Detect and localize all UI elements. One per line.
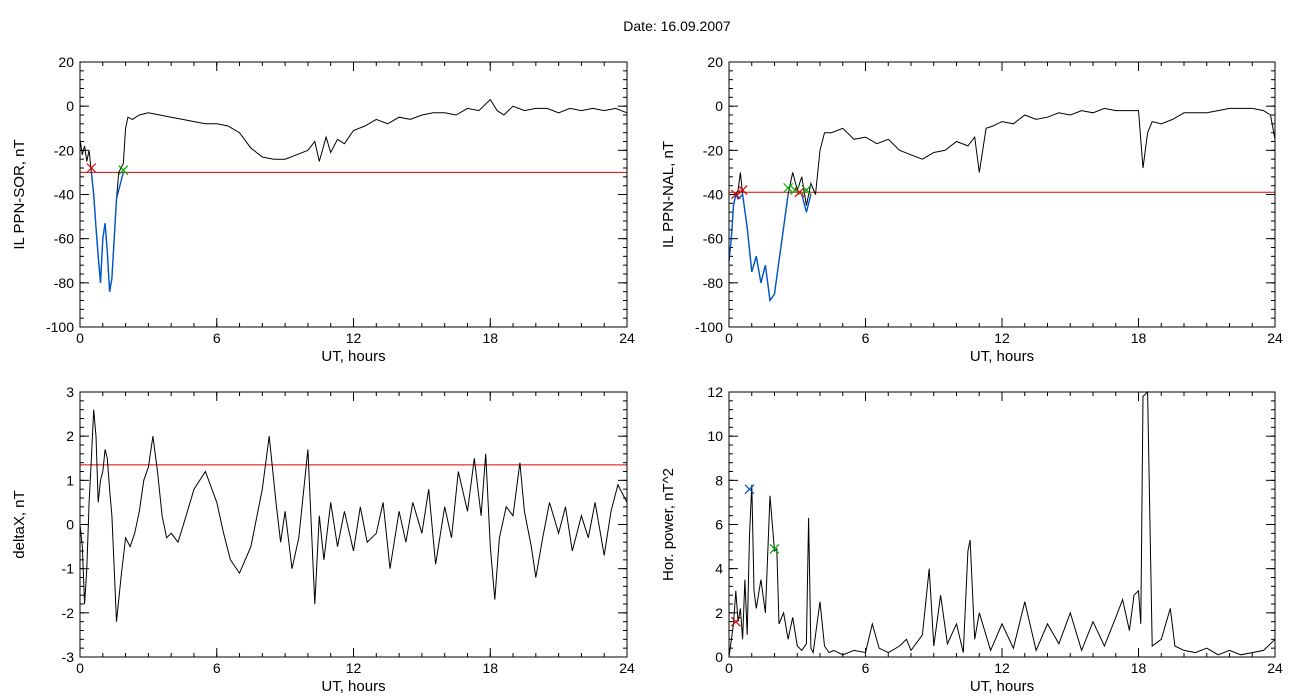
x-tick-label: 6 (862, 330, 870, 346)
y-tick-label: 6 (715, 517, 723, 533)
series-line-3 (801, 194, 812, 213)
y-tick-label: 12 (707, 384, 723, 400)
y-tick-label: -2 (62, 605, 75, 621)
y-tick-label: 0 (715, 98, 723, 114)
y-tick-label: -100 (695, 319, 723, 335)
x-axis-title: UT, hours (970, 678, 1034, 695)
x-marker-stroke (118, 165, 129, 176)
y-tick-label: -40 (54, 187, 74, 203)
series-line-1 (79, 98, 628, 292)
x-tick-label: 0 (76, 330, 84, 346)
x-tick-label: 12 (346, 330, 362, 346)
x-tick-label: 6 (213, 330, 221, 346)
x-marker (86, 163, 97, 173)
x-marker-stroke (794, 187, 805, 198)
y-tick-label: -80 (703, 275, 723, 291)
y-tick-label: -60 (703, 231, 723, 247)
x-tick-label: 18 (1131, 660, 1147, 676)
x-tick-label: 0 (76, 660, 84, 676)
series-line-1 (728, 107, 1276, 302)
y-tick-label: -100 (46, 319, 74, 335)
y-tick-label: -40 (703, 187, 723, 203)
x-marker (794, 187, 805, 198)
x-tick-label: 6 (213, 660, 221, 676)
x-marker (769, 543, 780, 554)
series-line-2 (90, 172, 124, 292)
x-tick-label: 18 (1131, 330, 1147, 346)
chart-panel-1: 0 6 12 18 24 -100 -80 -60 -40 -20 0 20 UT, hours IL P… (11, 54, 635, 365)
y-axis-title: Hor. power, nT^2 (660, 468, 677, 581)
x-tick-label: 12 (994, 330, 1010, 346)
plot-frame (728, 391, 1276, 658)
x-tick-label: 24 (619, 330, 635, 346)
x-axis-title: UT, hours (321, 348, 385, 365)
y-tick-label: 10 (707, 428, 723, 444)
y-tick-label: -20 (703, 142, 723, 158)
y-tick-label: 3 (66, 384, 74, 400)
plot-frame (79, 61, 628, 328)
plot-frame (79, 391, 628, 658)
x-tick-label: 24 (1267, 660, 1283, 676)
y-tick-label: 1 (66, 472, 74, 488)
x-marker (730, 189, 741, 200)
page-title: Date: 16.09.2007 (623, 18, 731, 34)
series-line-1 (79, 409, 628, 622)
x-tick-label: 18 (482, 660, 498, 676)
y-tick-label: -3 (62, 649, 75, 665)
y-tick-label: 20 (707, 54, 723, 70)
x-marker (801, 185, 812, 196)
x-tick-label: 24 (1267, 330, 1283, 346)
y-tick-label: 2 (66, 428, 74, 444)
x-axis-title: UT, hours (970, 348, 1034, 365)
x-tick-label: 24 (619, 660, 635, 676)
chart-panel-2: 0 6 12 18 24 -100 -80 -60 -40 -20 0 20 UT, hours IL P… (660, 54, 1283, 365)
x-marker (783, 182, 794, 193)
x-marker (730, 616, 741, 627)
x-axis-title: UT, hours (321, 678, 385, 695)
x-tick-label: 12 (994, 660, 1010, 676)
x-marker-stroke (737, 185, 748, 196)
x-marker (118, 165, 129, 176)
series-line-2 (728, 192, 789, 303)
y-tick-label: 0 (715, 649, 723, 665)
y-axis-title: IL PPN-SOR, nT (11, 139, 28, 249)
x-marker (737, 185, 748, 196)
y-tick-label: 8 (715, 472, 723, 488)
x-tick-label: 0 (725, 660, 733, 676)
x-tick-label: 6 (862, 660, 870, 676)
x-marker-stroke (783, 182, 794, 193)
y-axis-title: IL PPN-NAL, nT (660, 141, 677, 248)
plot-frame (728, 61, 1276, 328)
y-tick-label: 4 (715, 561, 723, 577)
y-tick-label: 0 (66, 98, 74, 114)
x-marker-stroke (801, 185, 812, 196)
y-tick-label: -20 (54, 142, 74, 158)
x-marker (744, 484, 755, 495)
y-tick-label: -60 (54, 231, 74, 247)
x-marker-stroke (769, 543, 780, 554)
y-tick-label: 0 (66, 517, 74, 533)
x-marker-stroke (730, 189, 741, 200)
x-marker-stroke (744, 484, 755, 495)
x-marker-stroke (86, 163, 97, 173)
x-marker-stroke (730, 616, 741, 627)
x-marker-stroke (790, 185, 800, 196)
x-tick-label: 0 (725, 330, 733, 346)
y-tick-label: -1 (62, 561, 75, 577)
y-axis-title: deltaX, nT (11, 490, 28, 558)
y-tick-label: 2 (715, 605, 723, 621)
series-line-1 (728, 390, 1276, 658)
y-tick-label: 20 (58, 54, 74, 70)
x-tick-label: 12 (346, 660, 362, 676)
x-tick-label: 18 (482, 330, 498, 346)
y-tick-label: -80 (54, 275, 74, 291)
